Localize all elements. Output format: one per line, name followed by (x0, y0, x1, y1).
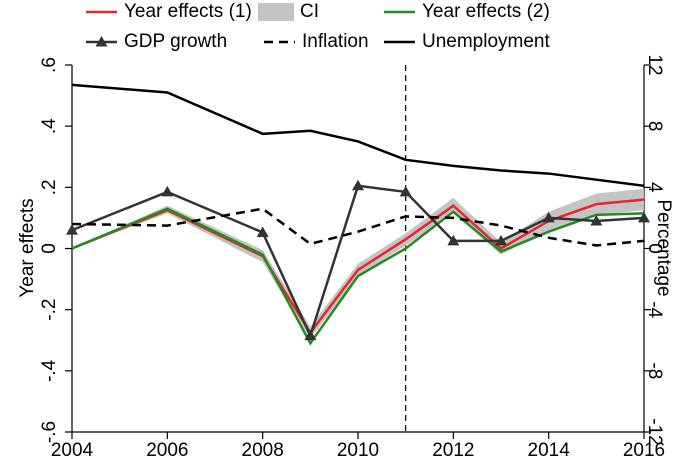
legend-label: Year effects (1) (124, 1, 252, 22)
legend-label: Unemployment (422, 31, 550, 52)
y-tick-label: -.4 (39, 359, 60, 382)
x-tick-label: 2016 (623, 440, 665, 461)
series-line (71, 198, 645, 335)
series-line (71, 83, 645, 188)
y2-tick-label: 4 (644, 182, 665, 193)
marker (447, 234, 460, 246)
x-tick-label: 2006 (146, 440, 188, 461)
y2-tick-label: -4 (644, 301, 665, 318)
y2-axis-title: Percentage (653, 199, 673, 296)
x-tick-label: 2004 (51, 440, 94, 461)
y-tick-label: -.6 (39, 421, 60, 443)
x-tick-label: 2014 (528, 440, 571, 461)
y-tick-label: -.2 (39, 299, 60, 321)
legend-label: Inflation (302, 31, 369, 52)
legend-label: Year effects (2) (422, 1, 550, 22)
legend-swatch (258, 3, 294, 21)
marker (352, 179, 364, 191)
legend-label: GDP growth (124, 31, 227, 52)
ci-band (72, 188, 644, 339)
series-line (71, 207, 645, 346)
y-axis-title: Year effects (17, 198, 38, 297)
y-tick-label: .4 (39, 118, 60, 134)
marker (495, 234, 507, 246)
y-tick-label: .2 (39, 179, 60, 195)
y2-tick-label: 8 (644, 121, 665, 132)
marker (399, 185, 412, 197)
y-tick-label: 0 (39, 243, 60, 254)
marker (542, 211, 555, 223)
marker (590, 214, 603, 226)
y2-tick-label: 0 (644, 243, 665, 254)
marker (638, 211, 650, 223)
marker (161, 185, 174, 197)
y2-tick-label: -8 (644, 362, 665, 379)
x-tick-label: 2008 (242, 440, 284, 461)
y2-tick-label: -12 (644, 418, 665, 445)
legend-marker (95, 36, 108, 47)
x-tick-label: 2012 (432, 440, 474, 461)
marker (66, 224, 78, 235)
y-tick-label: .6 (39, 57, 60, 73)
y2-tick-label: 12 (644, 54, 665, 75)
x-tick-label: 2010 (337, 440, 379, 461)
legend-label: CI (300, 1, 319, 22)
marker (256, 226, 269, 237)
marker (304, 329, 317, 341)
series-line (71, 207, 645, 247)
